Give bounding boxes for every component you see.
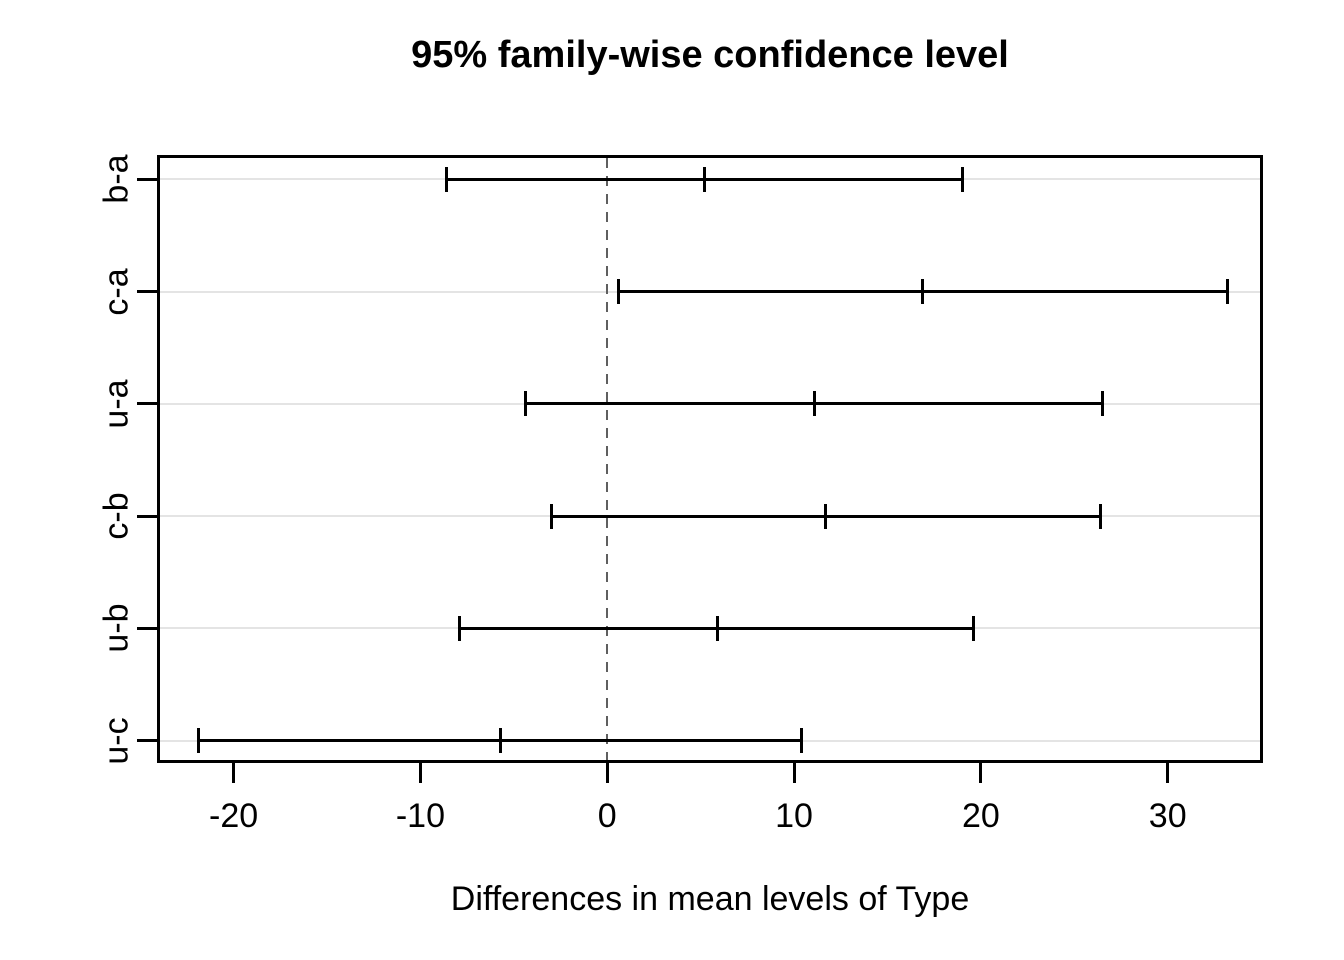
ci-cap-left bbox=[196, 728, 200, 753]
x-axis-tick-label: 30 bbox=[1148, 797, 1187, 835]
y-axis-tick-label: c-a bbox=[97, 267, 136, 316]
y-axis-tick-label: c-b bbox=[97, 492, 136, 540]
ci-cap-right bbox=[1098, 503, 1102, 529]
ci-center-tick bbox=[921, 279, 925, 305]
y-axis-tick bbox=[137, 177, 157, 181]
x-axis-tick-label: -10 bbox=[395, 797, 445, 835]
y-axis-tick bbox=[137, 739, 157, 742]
y-axis-tick bbox=[137, 402, 157, 406]
ci-center-tick bbox=[824, 503, 828, 529]
ci-cap-right bbox=[960, 166, 964, 192]
y-axis-tick-label: u-a bbox=[97, 379, 136, 429]
x-axis-tick bbox=[232, 763, 236, 783]
x-axis-tick-label: 20 bbox=[961, 797, 1000, 835]
ci-cap-right bbox=[1226, 279, 1229, 305]
ci-cap-left bbox=[616, 279, 620, 305]
y-axis-tick-label: u-c bbox=[97, 716, 136, 765]
ci-cap-left bbox=[549, 503, 553, 529]
x-axis-tick-label: -20 bbox=[209, 797, 259, 835]
x-axis-tick bbox=[792, 763, 796, 783]
y-axis-tick-label: u-b bbox=[97, 603, 136, 653]
ci-center-tick bbox=[702, 166, 706, 192]
ci-center-tick bbox=[715, 615, 719, 641]
ci-cap-left bbox=[458, 615, 462, 641]
x-axis-tick-label: 10 bbox=[775, 797, 813, 835]
x-axis-tick-label: 0 bbox=[597, 797, 617, 835]
ci-cap-right bbox=[1100, 391, 1104, 417]
y-axis-tick bbox=[137, 514, 157, 518]
plot-area bbox=[157, 155, 1263, 763]
ci-center-tick bbox=[499, 728, 503, 753]
x-axis-label: Differences in mean levels of Type bbox=[450, 880, 970, 918]
y-axis-tick bbox=[137, 290, 157, 294]
x-axis-tick bbox=[1166, 763, 1170, 783]
x-axis-tick bbox=[979, 763, 983, 783]
x-axis-tick bbox=[418, 763, 422, 783]
ci-cap-left bbox=[445, 166, 449, 192]
ci-cap-right bbox=[800, 728, 804, 753]
chart-title: 95% family-wise confidence level bbox=[411, 34, 1009, 76]
ci-cap-right bbox=[971, 615, 975, 641]
x-axis-tick bbox=[605, 763, 609, 783]
ci-cap-left bbox=[523, 391, 527, 417]
y-axis-tick-label: b-a bbox=[97, 154, 136, 204]
y-axis-tick bbox=[137, 626, 157, 630]
ci-center-tick bbox=[813, 391, 817, 417]
zero-reference-line bbox=[606, 158, 609, 760]
